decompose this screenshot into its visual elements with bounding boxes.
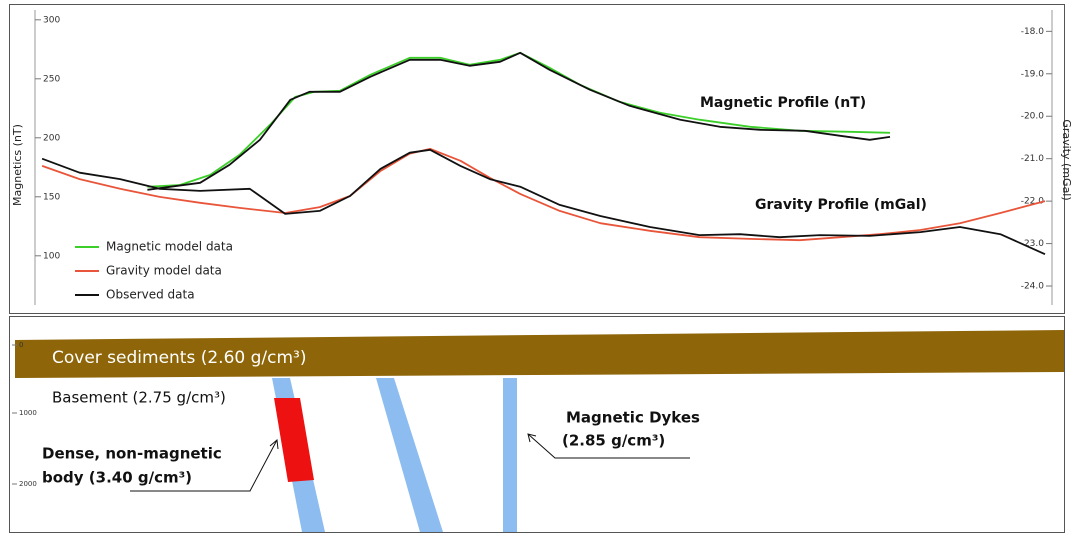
dense-body: [274, 398, 314, 482]
cover-label: Cover sediments (2.60 g/cm³): [52, 348, 307, 368]
y-tick-label: 100: [43, 251, 60, 261]
dyke-label: (2.85 g/cm³): [562, 432, 665, 450]
y-tick-label: 300: [43, 15, 60, 25]
y2-axis-label: Gravity (mGal): [1060, 119, 1072, 200]
y2-tick-label: -22.0: [1021, 197, 1045, 207]
series-line: [147, 51, 891, 188]
pointer: [130, 439, 278, 492]
arrowhead: [527, 433, 537, 443]
y-tick-label: 250: [43, 74, 60, 84]
annotation: Gravity Profile (mGal): [755, 197, 927, 213]
basement-label: Basement (2.75 g/cm³): [52, 389, 226, 407]
depth-label: 1000: [19, 409, 37, 417]
series-line: [147, 51, 891, 191]
y2-tick-label: -19.0: [1021, 69, 1045, 79]
y-tick-label: 150: [43, 192, 60, 202]
y2-tick-label: -24.0: [1021, 282, 1045, 292]
dyke: [503, 378, 517, 532]
legend-label: Magnetic model data: [106, 240, 233, 254]
legend-label: Gravity model data: [106, 264, 222, 278]
pointer: [527, 433, 690, 459]
depth-label: 2000: [19, 480, 37, 488]
body-label: Dense, non-magnetic: [42, 445, 222, 463]
annotation: Magnetic Profile (nT): [700, 95, 866, 111]
chart-frame: [9, 4, 1065, 314]
dyke-label: Magnetic Dykes: [566, 409, 700, 427]
y2-tick-label: -20.0: [1021, 112, 1045, 122]
legend-label: Observed data: [106, 288, 195, 302]
y2-tick-label: -18.0: [1021, 27, 1045, 37]
y2-tick-label: -21.0: [1021, 154, 1045, 164]
arrowhead: [269, 439, 279, 450]
y2-tick-label: -23.0: [1021, 239, 1045, 249]
depth-label: 0: [19, 341, 23, 349]
y-axis-label: Magnetics (nT): [11, 124, 24, 206]
cover-layer: [15, 330, 1064, 378]
dyke: [376, 378, 443, 532]
body-label: body (3.40 g/cm³): [42, 469, 192, 487]
series-line: [41, 148, 1046, 256]
y-tick-label: 200: [43, 133, 60, 143]
